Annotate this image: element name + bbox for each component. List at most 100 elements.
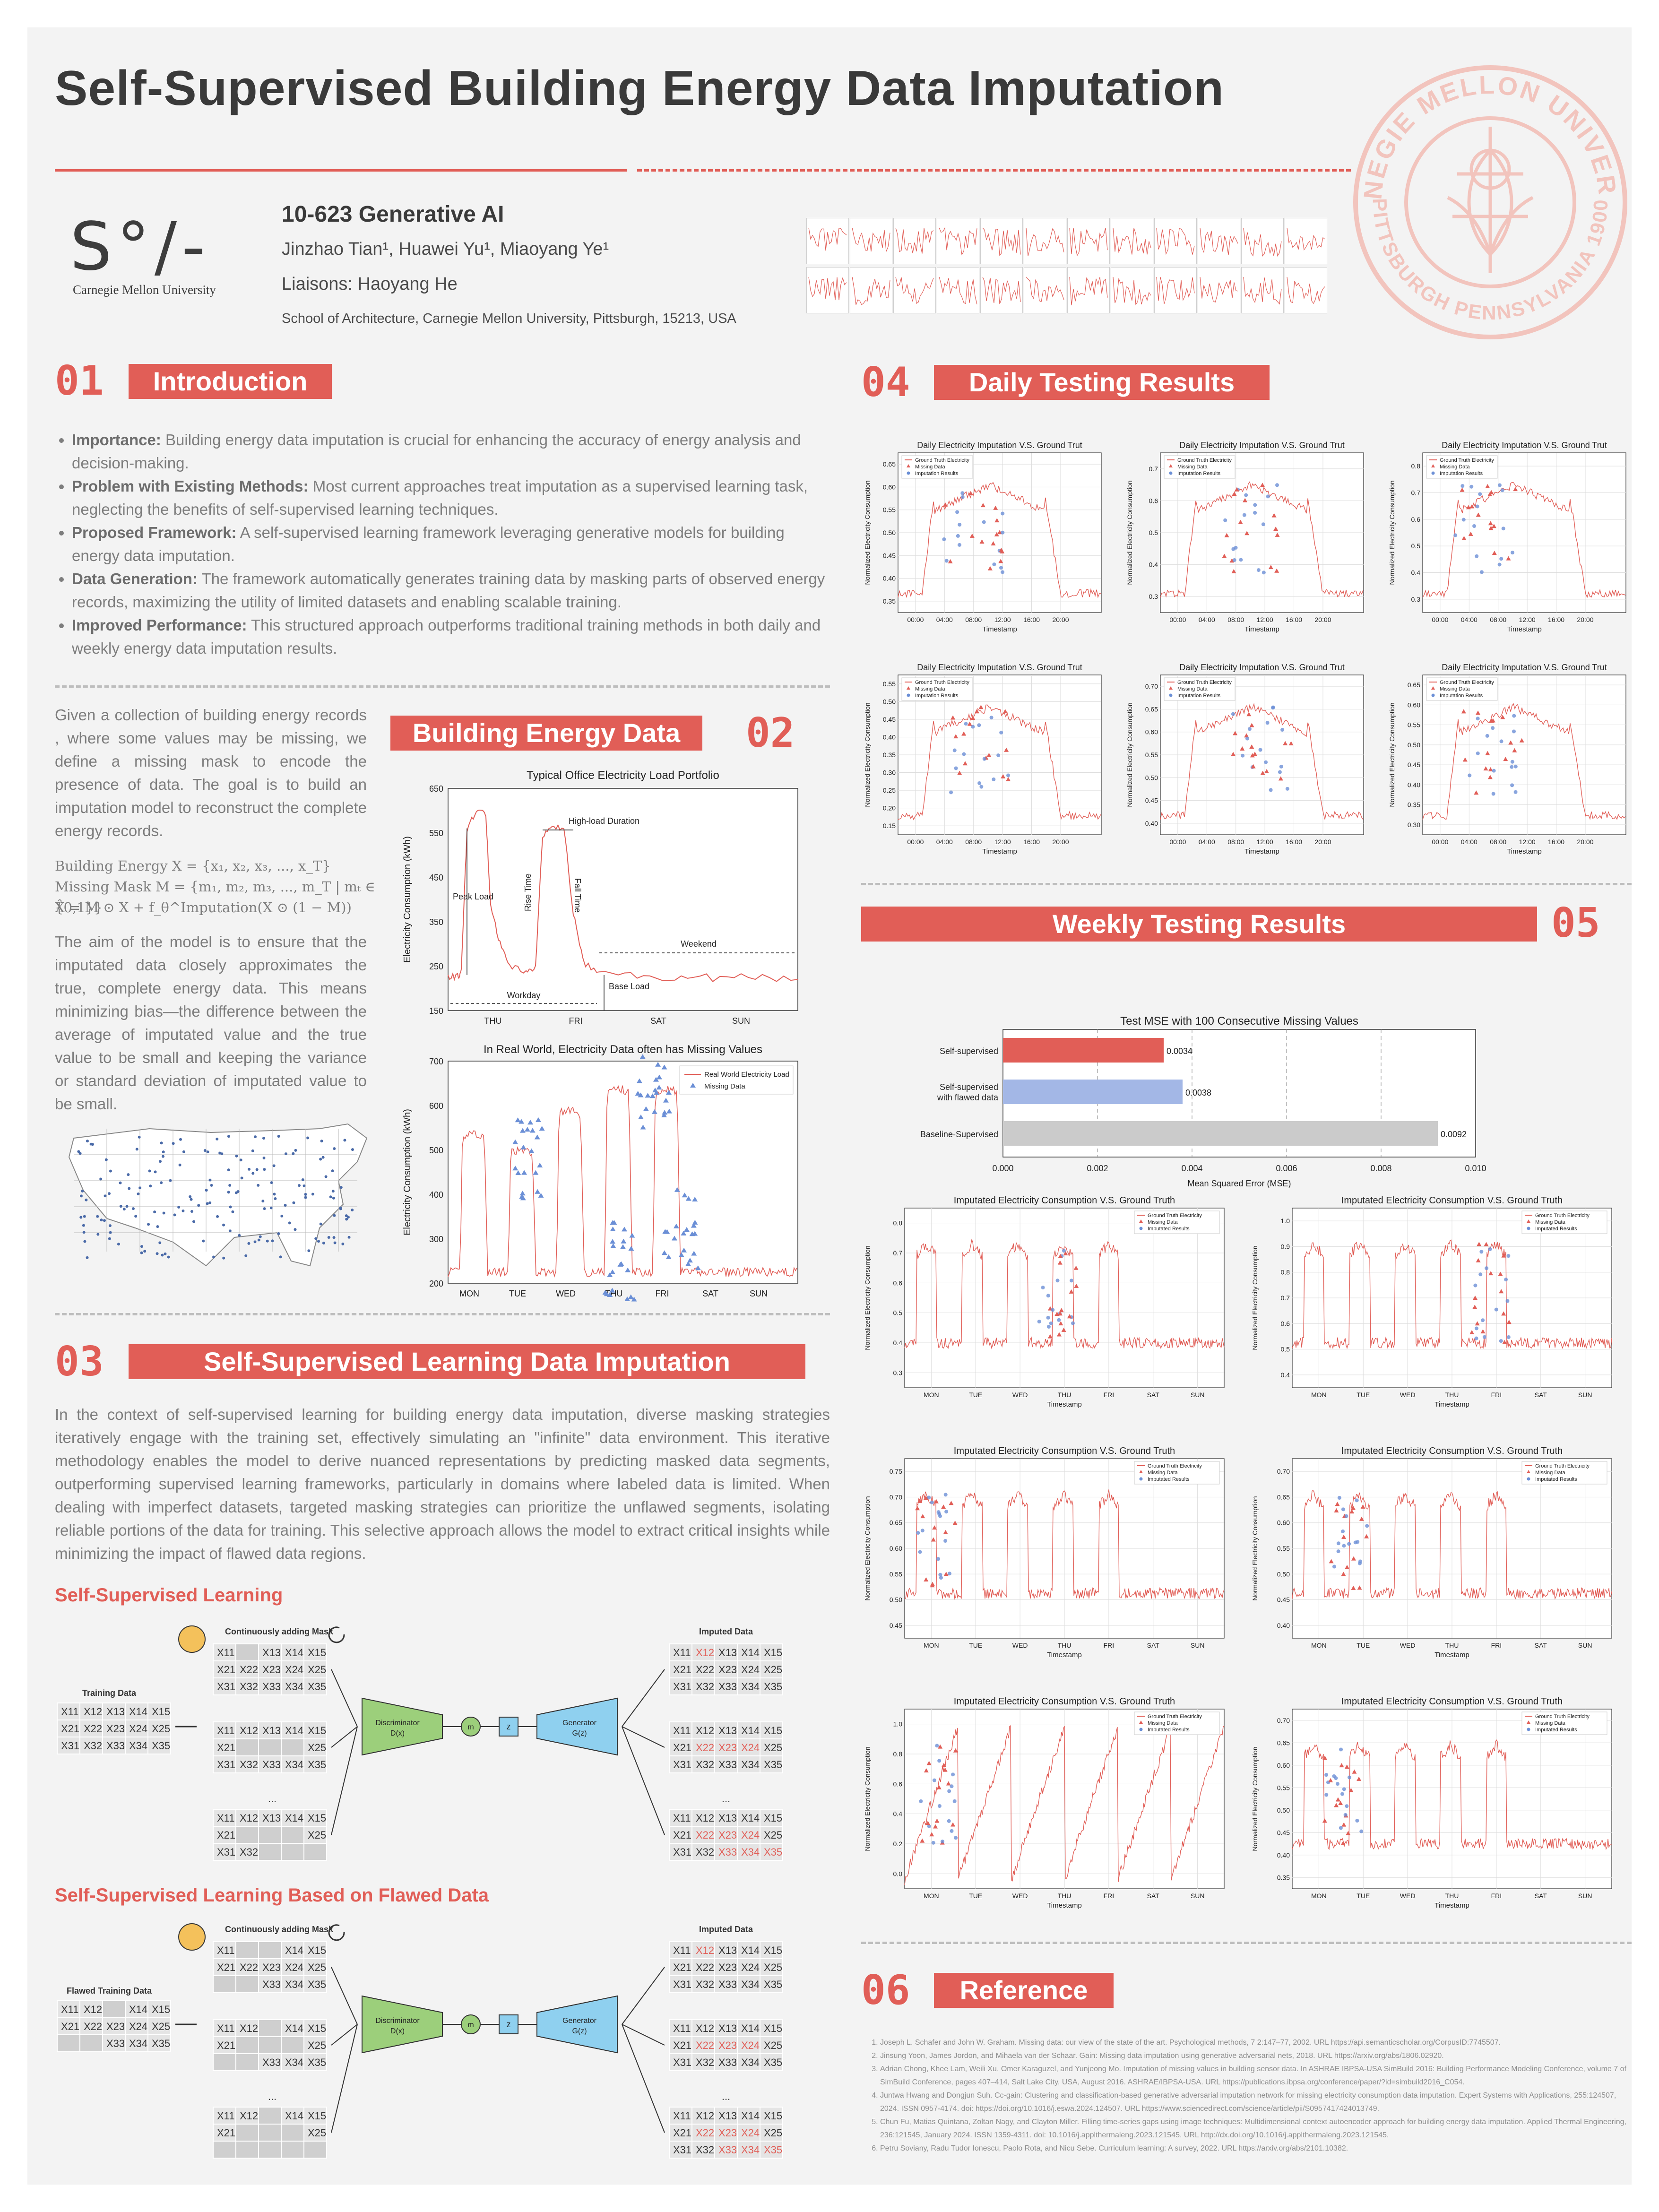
legend-label: Imputation Results xyxy=(915,471,959,476)
imputation-marker xyxy=(932,1778,936,1782)
imputation-marker xyxy=(960,491,965,495)
imputation-marker xyxy=(1500,488,1504,493)
matrix-cell xyxy=(760,2124,783,2142)
matrix-cell xyxy=(760,1721,783,1739)
flow-arrow xyxy=(331,1967,358,2025)
imputation-marker xyxy=(1504,1278,1508,1282)
x-axis-label: Timestamp xyxy=(1244,625,1279,633)
site-dot xyxy=(284,1204,287,1207)
flow-arrow xyxy=(331,2024,358,2133)
legend-swatch xyxy=(1527,1720,1530,1724)
site-dot xyxy=(333,1214,336,1217)
site-dot xyxy=(288,1221,291,1225)
thumbnail-plot xyxy=(1154,218,1197,264)
section-number-01: 01 xyxy=(55,357,104,405)
imputation-marker xyxy=(989,716,994,720)
x-tick-label: 08:00 xyxy=(965,616,982,623)
matrix-entry: X15 xyxy=(152,1706,170,1718)
loop-icon xyxy=(328,1924,345,1941)
thumbnail-plot xyxy=(1154,267,1197,313)
annotation-fall-time: Fall Time xyxy=(573,878,582,913)
thumbnail-plot xyxy=(1241,267,1284,313)
missing-marker xyxy=(535,1189,541,1194)
site-dot xyxy=(227,1135,230,1138)
matrix-entry: X35 xyxy=(764,2056,782,2068)
reference-item: Petru Soviany, Radu Tudor Ionescu, Paolo… xyxy=(880,2142,1627,2155)
matrix-entry: X12 xyxy=(240,2110,258,2122)
matrix-cell xyxy=(258,1721,282,1739)
x-axis-label: Timestamp xyxy=(1047,1901,1082,1910)
matrix-cell xyxy=(760,1826,783,1844)
matrix-cell xyxy=(213,1643,236,1661)
y-tick-label: 0.35 xyxy=(883,597,896,605)
missing-marker xyxy=(991,541,996,546)
imputation-marker xyxy=(1491,792,1495,796)
x-axis-label: Timestamp xyxy=(1434,1400,1469,1408)
matrix-entry: X11 xyxy=(673,1647,691,1659)
matrix-entry: X24 xyxy=(741,1961,760,1973)
thumbnail-plot-svg xyxy=(1243,227,1282,257)
mask-label: Continuously adding Mask xyxy=(225,1627,334,1636)
missing-marker xyxy=(1513,487,1518,492)
weekly-result-chart: Imputated Electricity Consumption V.S. G… xyxy=(864,1696,1225,1910)
imputation-marker xyxy=(918,1550,922,1554)
missing-marker xyxy=(1334,1803,1339,1807)
missing-marker xyxy=(611,1219,617,1225)
y-tick-label: 0.60 xyxy=(1277,1519,1290,1527)
y-tick-label: 0.35 xyxy=(1408,801,1420,809)
thumbnail-line xyxy=(895,276,934,304)
matrix-cell xyxy=(213,2053,236,2071)
matrix-cell xyxy=(258,1677,282,1695)
missing-marker xyxy=(656,1074,662,1080)
site-dot xyxy=(307,1249,311,1253)
section-title-self-supervised: Self-Supervised Learning Data Imputation xyxy=(129,1344,805,1379)
site-dot xyxy=(104,1158,108,1161)
missing-marker xyxy=(1249,744,1254,749)
imputation-marker xyxy=(958,523,962,527)
y-tick-label: 0.70 xyxy=(890,1493,902,1501)
x-axis-label: Timestamp xyxy=(1047,1651,1082,1659)
matrix-entry: X23 xyxy=(106,1723,125,1735)
course-name: 10-623 Generative AI xyxy=(282,202,504,227)
load-line xyxy=(448,809,798,982)
matrix-entry: X12 xyxy=(696,1944,714,1956)
matrix-cell xyxy=(281,1843,304,1861)
x-tick-label: 16:00 xyxy=(1548,616,1564,623)
thumbnail-line xyxy=(852,227,890,252)
site-dot xyxy=(203,1149,207,1152)
missing-marker xyxy=(678,1252,684,1257)
imputation-marker xyxy=(1497,483,1502,487)
thumbnail-plot-svg xyxy=(1113,276,1151,305)
imputation-marker xyxy=(1239,558,1243,562)
matrix-entry: X11 xyxy=(673,1944,691,1956)
matrix-cell xyxy=(303,1843,327,1861)
reference-list: Joseph L. Schafer and John W. Graham. Mi… xyxy=(861,2036,1627,2155)
missing-marker xyxy=(997,530,1002,535)
matrix-cell xyxy=(258,2036,282,2054)
site-dot xyxy=(108,1192,111,1195)
matrix-cell xyxy=(258,1941,282,1959)
y-tick-label: 0.3 xyxy=(893,1369,903,1376)
imputation-marker xyxy=(979,785,984,789)
missing-marker xyxy=(1231,569,1236,573)
bullet-heading: Improved Performance: xyxy=(72,616,247,634)
legend-swatch xyxy=(1431,471,1435,475)
flow-arrow xyxy=(331,2024,358,2046)
matrix-entry: X14 xyxy=(285,1725,303,1737)
matrix-entry: X22 xyxy=(696,1742,714,1754)
legend-label: Ground Truth Electricity xyxy=(1535,1213,1590,1218)
imputation-marker xyxy=(944,559,949,563)
matrix-cell xyxy=(79,1719,103,1737)
site-dot xyxy=(257,1238,260,1242)
matrix-cell xyxy=(303,1755,327,1773)
matrix-cell xyxy=(303,1660,327,1678)
imputation-marker xyxy=(1341,1529,1345,1534)
y-tick-label: 0.60 xyxy=(1408,701,1420,709)
matrix-cell xyxy=(147,2034,171,2052)
thumbnail-plot-svg xyxy=(1243,276,1282,305)
annotation-weekend: Weekend xyxy=(681,939,717,949)
thumbnail-plot xyxy=(893,267,936,313)
x-tick-label: 12:00 xyxy=(1257,616,1273,623)
ground-truth-line xyxy=(1292,1739,1612,1850)
imputation-marker xyxy=(960,495,965,499)
